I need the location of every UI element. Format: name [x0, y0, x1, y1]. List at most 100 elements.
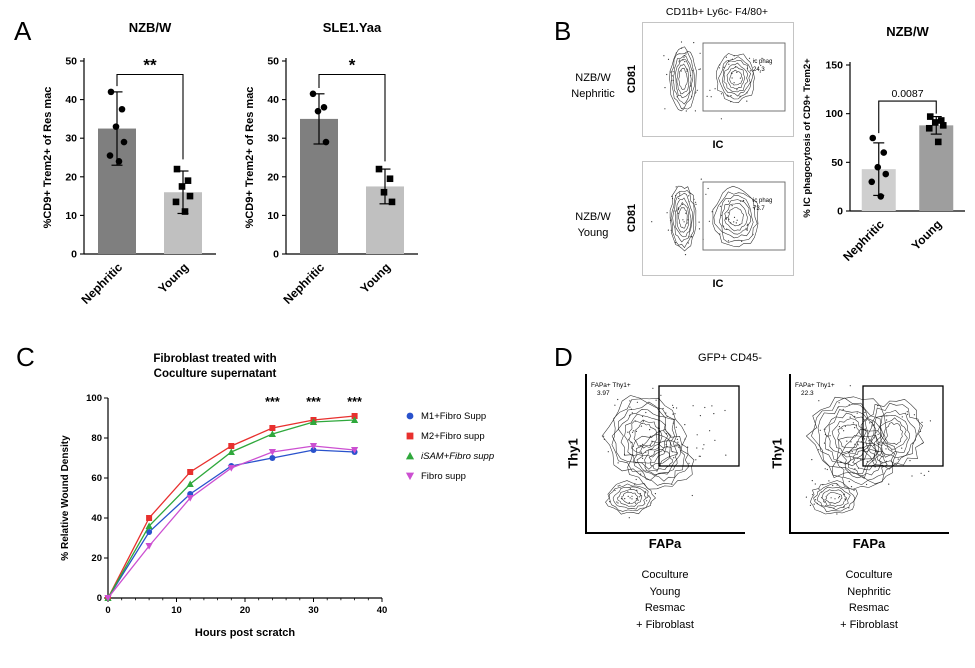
svg-text:0: 0 [97, 593, 102, 604]
flow-ylabel-thy1: Thy1 [769, 438, 785, 469]
chart-block-b-nzbw: NZB/W 0 50 100 150 % IC phagocytosis of CD9+… [798, 24, 975, 289]
svg-text:40: 40 [91, 513, 102, 524]
flow-xlabel-fapa: FAPa [648, 536, 682, 551]
flow-plot-coculture-nephritic: FAPa+ Thy1+ 22.3 [789, 374, 949, 534]
legend-item-0: M1+Fibro Supp [404, 410, 494, 422]
svg-text:%CD9+ Trem2+ of Res mac: %CD9+ Trem2+ of Res mac [42, 87, 54, 229]
bar-chart-nzbw: 0 10 20 30 40 50 %CD9+ Trem2+ of Res mac Nephri… [38, 35, 230, 329]
d-boxwrap: Thy1 FAPa+ Thy1+ 3.97 [566, 374, 745, 534]
svg-text:Young: Young [357, 260, 393, 296]
panel-c-letter: C [16, 342, 35, 372]
bar-chart-svg: 0 10 20 30 40 50 %CD9+ Trem2+ of Res mac Nephri… [244, 56, 418, 307]
flow-plot-svg: FAPa+ Thy1+3.97 [585, 374, 745, 534]
svg-text:80: 80 [91, 433, 102, 444]
svg-text:50: 50 [831, 157, 843, 169]
flow-xlabel-ic: IC [712, 139, 724, 151]
flow-boxwrap: CD81 ic phag 73.7 [626, 161, 794, 276]
chart-title-b-nzbw: NZB/W [886, 24, 929, 39]
svg-text:24.3: 24.3 [753, 67, 765, 73]
svg-text:0: 0 [273, 249, 279, 261]
svg-text:Nephritic: Nephritic [78, 260, 125, 307]
bar-chart-svg: 0 50 100 150 % IC phagocytosis of CD9+ Trem2… [802, 58, 965, 264]
svg-text:Hours post scratch: Hours post scratch [195, 627, 296, 639]
flow-row-nephritic: NZB/W Nephritic CD81 ic phag 24.3 IC [562, 22, 794, 151]
svg-text:50: 50 [65, 56, 77, 68]
flow-xlabel-fapa: FAPa [852, 536, 886, 551]
flow-xlabel-ic: IC [712, 278, 724, 290]
svg-text:30: 30 [308, 605, 319, 616]
svg-text:Young: Young [155, 260, 191, 296]
legend-label: M1+Fibro Supp [421, 410, 487, 422]
svg-text:50: 50 [267, 56, 279, 68]
svg-text:40: 40 [267, 94, 279, 106]
legend-label: Fibro supp [421, 470, 466, 482]
line-chart-svg: 0 20 40 60 80 100 0 10 20 30 40 % Relative Wound De… [60, 393, 388, 639]
bar-chart-svg: 0 10 20 30 40 50 %CD9+ Trem2+ of Res mac Nephri… [42, 56, 216, 307]
legend-item-1: M2+Fibro supp [404, 430, 494, 442]
panel-b-gating-header: CD11b+ Ly6c- F4/80+ [665, 6, 769, 18]
flow-plot-nephritic: ic phag 24.3 [642, 22, 794, 137]
chart-block-a-sle1yaa: SLE1.Yaa 0 10 20 30 40 50 %CD9+ Trem2+ of Res … [240, 20, 432, 329]
svg-text:FAPa+ Thy1+: FAPa+ Thy1+ [795, 382, 835, 389]
svg-text:10: 10 [171, 605, 182, 616]
svg-text:Nephritic: Nephritic [280, 260, 327, 307]
line-legend: M1+Fibro Supp M2+Fibro supp iSAM+Fibro sup… [404, 410, 494, 482]
svg-text:0: 0 [105, 605, 110, 616]
svg-text:ic phag: ic phag [753, 59, 772, 65]
svg-text:10: 10 [267, 210, 279, 222]
svg-text:**: ** [143, 56, 157, 75]
flow-plot-young: ic phag 73.7 [642, 161, 794, 276]
svg-text:0: 0 [837, 206, 843, 218]
svg-text:40: 40 [377, 605, 388, 616]
svg-text:% Relative Wound Density: % Relative Wound Density [60, 435, 71, 561]
svg-text:40: 40 [65, 94, 77, 106]
flow-row-label-nephritic: NZB/W Nephritic [571, 72, 615, 100]
svg-text:30: 30 [65, 133, 77, 145]
panel-d-plots: Thy1 FAPa+ Thy1+ 3.97 FAPa Coculture Youn… [565, 374, 949, 633]
svg-text:20: 20 [267, 171, 279, 183]
svg-text:100: 100 [825, 108, 843, 120]
svg-text:%CD9+ Trem2+ of Res mac: %CD9+ Trem2+ of Res mac [244, 87, 256, 229]
bar-chart-phagocytosis: 0 50 100 150 % IC phagocytosis of CD9+ Trem2… [798, 39, 975, 289]
panel-d-gating-header: GFP+ CD45- [698, 352, 762, 364]
svg-text:100: 100 [86, 393, 102, 404]
legend-marker-icon [405, 451, 415, 460]
svg-text:10: 10 [65, 210, 77, 222]
d-boxwrap: Thy1 FAPa+ Thy1+ 22.3 [770, 374, 949, 534]
panel-b-letter: B [554, 16, 572, 46]
svg-text:20: 20 [240, 605, 251, 616]
legend-item-2: iSAM+Fibro supp [404, 450, 494, 462]
line-chart-wound-density: 0 20 40 60 80 100 0 10 20 30 40 % Relative Wound De… [56, 384, 394, 642]
svg-text:***: *** [265, 395, 280, 409]
svg-text:ic phag: ic phag [753, 198, 772, 204]
legend-marker-icon [406, 432, 414, 440]
flow-plot-svg: FAPa+ Thy1+22.3 [789, 374, 949, 534]
chart-title-sle1yaa: SLE1.Yaa [322, 20, 382, 35]
flow-row-label-young: NZB/W Young [575, 211, 611, 239]
flow-plot-svg: ic phag 73.7 [651, 178, 786, 256]
flow-plot-coculture-young: FAPa+ Thy1+ 3.97 [585, 374, 745, 534]
flow-plot-svg: ic phag 24.3 [663, 41, 786, 120]
legend-label: iSAM+Fibro supp [421, 450, 495, 462]
flow-ylabel-thy1: Thy1 [565, 438, 581, 469]
flow-row-young: NZB/W Young CD81 ic phag 73.7 IC [562, 161, 794, 290]
flow-plotcol: CD81 ic phag 24.3 IC [624, 22, 794, 151]
legend-marker-icon [406, 412, 414, 420]
panel-d-letter: D [554, 342, 573, 372]
flow-plotcol: CD81 ic phag 73.7 IC [624, 161, 794, 290]
svg-text:***: *** [347, 395, 362, 409]
d-plot-young: Thy1 FAPa+ Thy1+ 3.97 FAPa Coculture Youn… [565, 374, 745, 633]
flow-ylabel-cd81: CD81 [626, 203, 639, 232]
d-caption-young: Coculture Young Resmac + Fibroblast [636, 569, 694, 631]
svg-text:3.97: 3.97 [597, 390, 610, 397]
svg-text:*: * [349, 56, 356, 75]
svg-text:20: 20 [65, 171, 77, 183]
svg-text:FAPa+ Thy1+: FAPa+ Thy1+ [591, 382, 631, 389]
svg-text:0: 0 [71, 249, 77, 261]
line-chart-title: Fibroblast treated with Coculture supern… [153, 353, 277, 380]
bar-chart-sle1yaa: 0 10 20 30 40 50 %CD9+ Trem2+ of Res mac Nephri… [240, 35, 432, 329]
panel-b-flow-column: CD11b+ Ly6c- F4/80+ NZB/W Nephritic CD81… [562, 6, 794, 300]
svg-text:20: 20 [91, 553, 102, 564]
chart-block-a-nzbw: NZB/W 0 10 20 30 40 50 %CD9+ Trem2+ of Res mac… [38, 20, 230, 329]
